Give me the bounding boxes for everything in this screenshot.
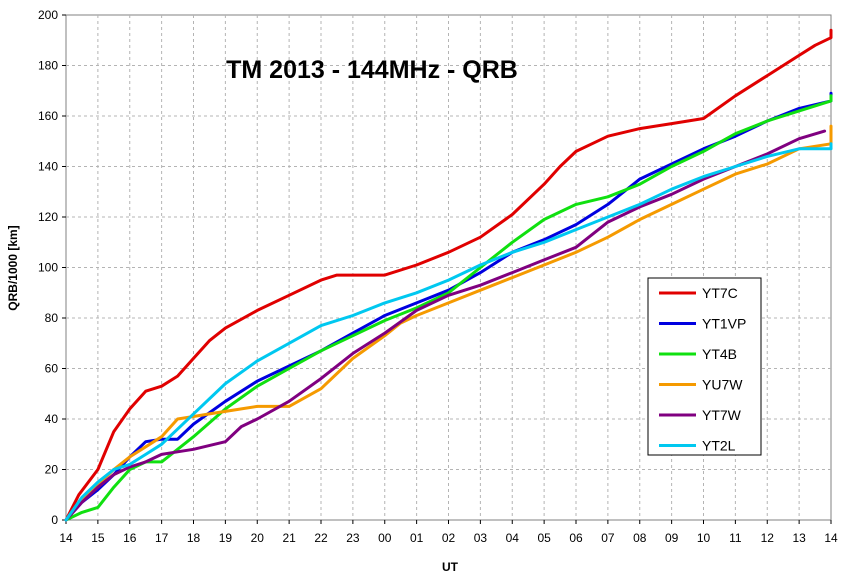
x-tick-label: 05: [537, 531, 551, 545]
x-tick-label: 23: [346, 531, 360, 545]
x-tick-label: 01: [410, 531, 424, 545]
x-tick-label: 18: [187, 531, 201, 545]
series-line-yt1vp: [64, 91, 833, 522]
series-line-yt7w: [64, 129, 827, 522]
y-tick-label: 120: [38, 210, 58, 224]
x-tick-label: 21: [282, 531, 296, 545]
series-line-yt2l: [64, 142, 833, 522]
x-tick-label: 03: [474, 531, 488, 545]
y-tick-label: 180: [38, 59, 58, 73]
legend-label-yt7w: YT7W: [702, 407, 742, 423]
x-tick-label: 00: [378, 531, 392, 545]
x-tick-label: 10: [697, 531, 711, 545]
x-tick-label: 07: [601, 531, 615, 545]
y-tick-label: 200: [38, 8, 58, 22]
legend-label-yt1vp: YT1VP: [702, 316, 746, 332]
x-tick-label: 12: [761, 531, 775, 545]
series-line-yu7w: [64, 124, 833, 522]
x-tick-label: 11: [729, 531, 742, 545]
x-axis-title: UT: [442, 560, 459, 574]
chart-title: TM 2013 - 144MHz - QRB: [226, 56, 518, 84]
series-lines: [64, 28, 833, 522]
x-tick-label: 13: [792, 531, 806, 545]
x-tick-label: 14: [824, 531, 838, 545]
x-axis-ticks: 14 15 16 17 18 19 20 21 22 23 00 01 02 03 04 05 06 07 08 09…: [59, 520, 838, 545]
y-tick-label: 40: [45, 412, 59, 426]
legend-label-yt2l: YT2L: [702, 438, 736, 454]
y-tick-label: 80: [45, 311, 59, 325]
x-tick-label: 04: [506, 531, 520, 545]
x-tick-label: 14: [59, 531, 73, 545]
legend-label-yt7c: YT7C: [702, 285, 738, 301]
y-tick-label: 60: [45, 362, 59, 376]
legend: YT7C YT1VP YT4B YU7W YT7W YT2L: [647, 277, 762, 456]
legend-label-yt4b: YT4B: [702, 346, 737, 362]
x-tick-label: 17: [155, 531, 169, 545]
x-tick-label: 20: [251, 531, 265, 545]
y-tick-label: 140: [38, 160, 58, 174]
x-tick-label: 09: [665, 531, 679, 545]
legend-label-yu7w: YU7W: [702, 377, 743, 393]
x-tick-label: 06: [569, 531, 583, 545]
gridlines: [66, 15, 831, 520]
x-tick-label: 15: [91, 531, 105, 545]
series-line-yt7c: [64, 28, 833, 522]
x-tick-label: 08: [633, 531, 647, 545]
y-axis-title: QRB/1000 [km]: [6, 225, 20, 310]
x-tick-label: 16: [123, 531, 137, 545]
x-tick-label: 19: [219, 531, 233, 545]
y-tick-label: 100: [38, 261, 58, 275]
y-axis-ticks: 0 20 40 60 80 100 120 140 160 180 200: [38, 8, 66, 527]
y-tick-label: 20: [45, 463, 59, 477]
y-tick-label: 0: [51, 513, 58, 527]
legend-box: [647, 277, 762, 456]
x-tick-label: 02: [442, 531, 456, 545]
x-tick-label: 22: [314, 531, 328, 545]
y-tick-label: 160: [38, 109, 58, 123]
